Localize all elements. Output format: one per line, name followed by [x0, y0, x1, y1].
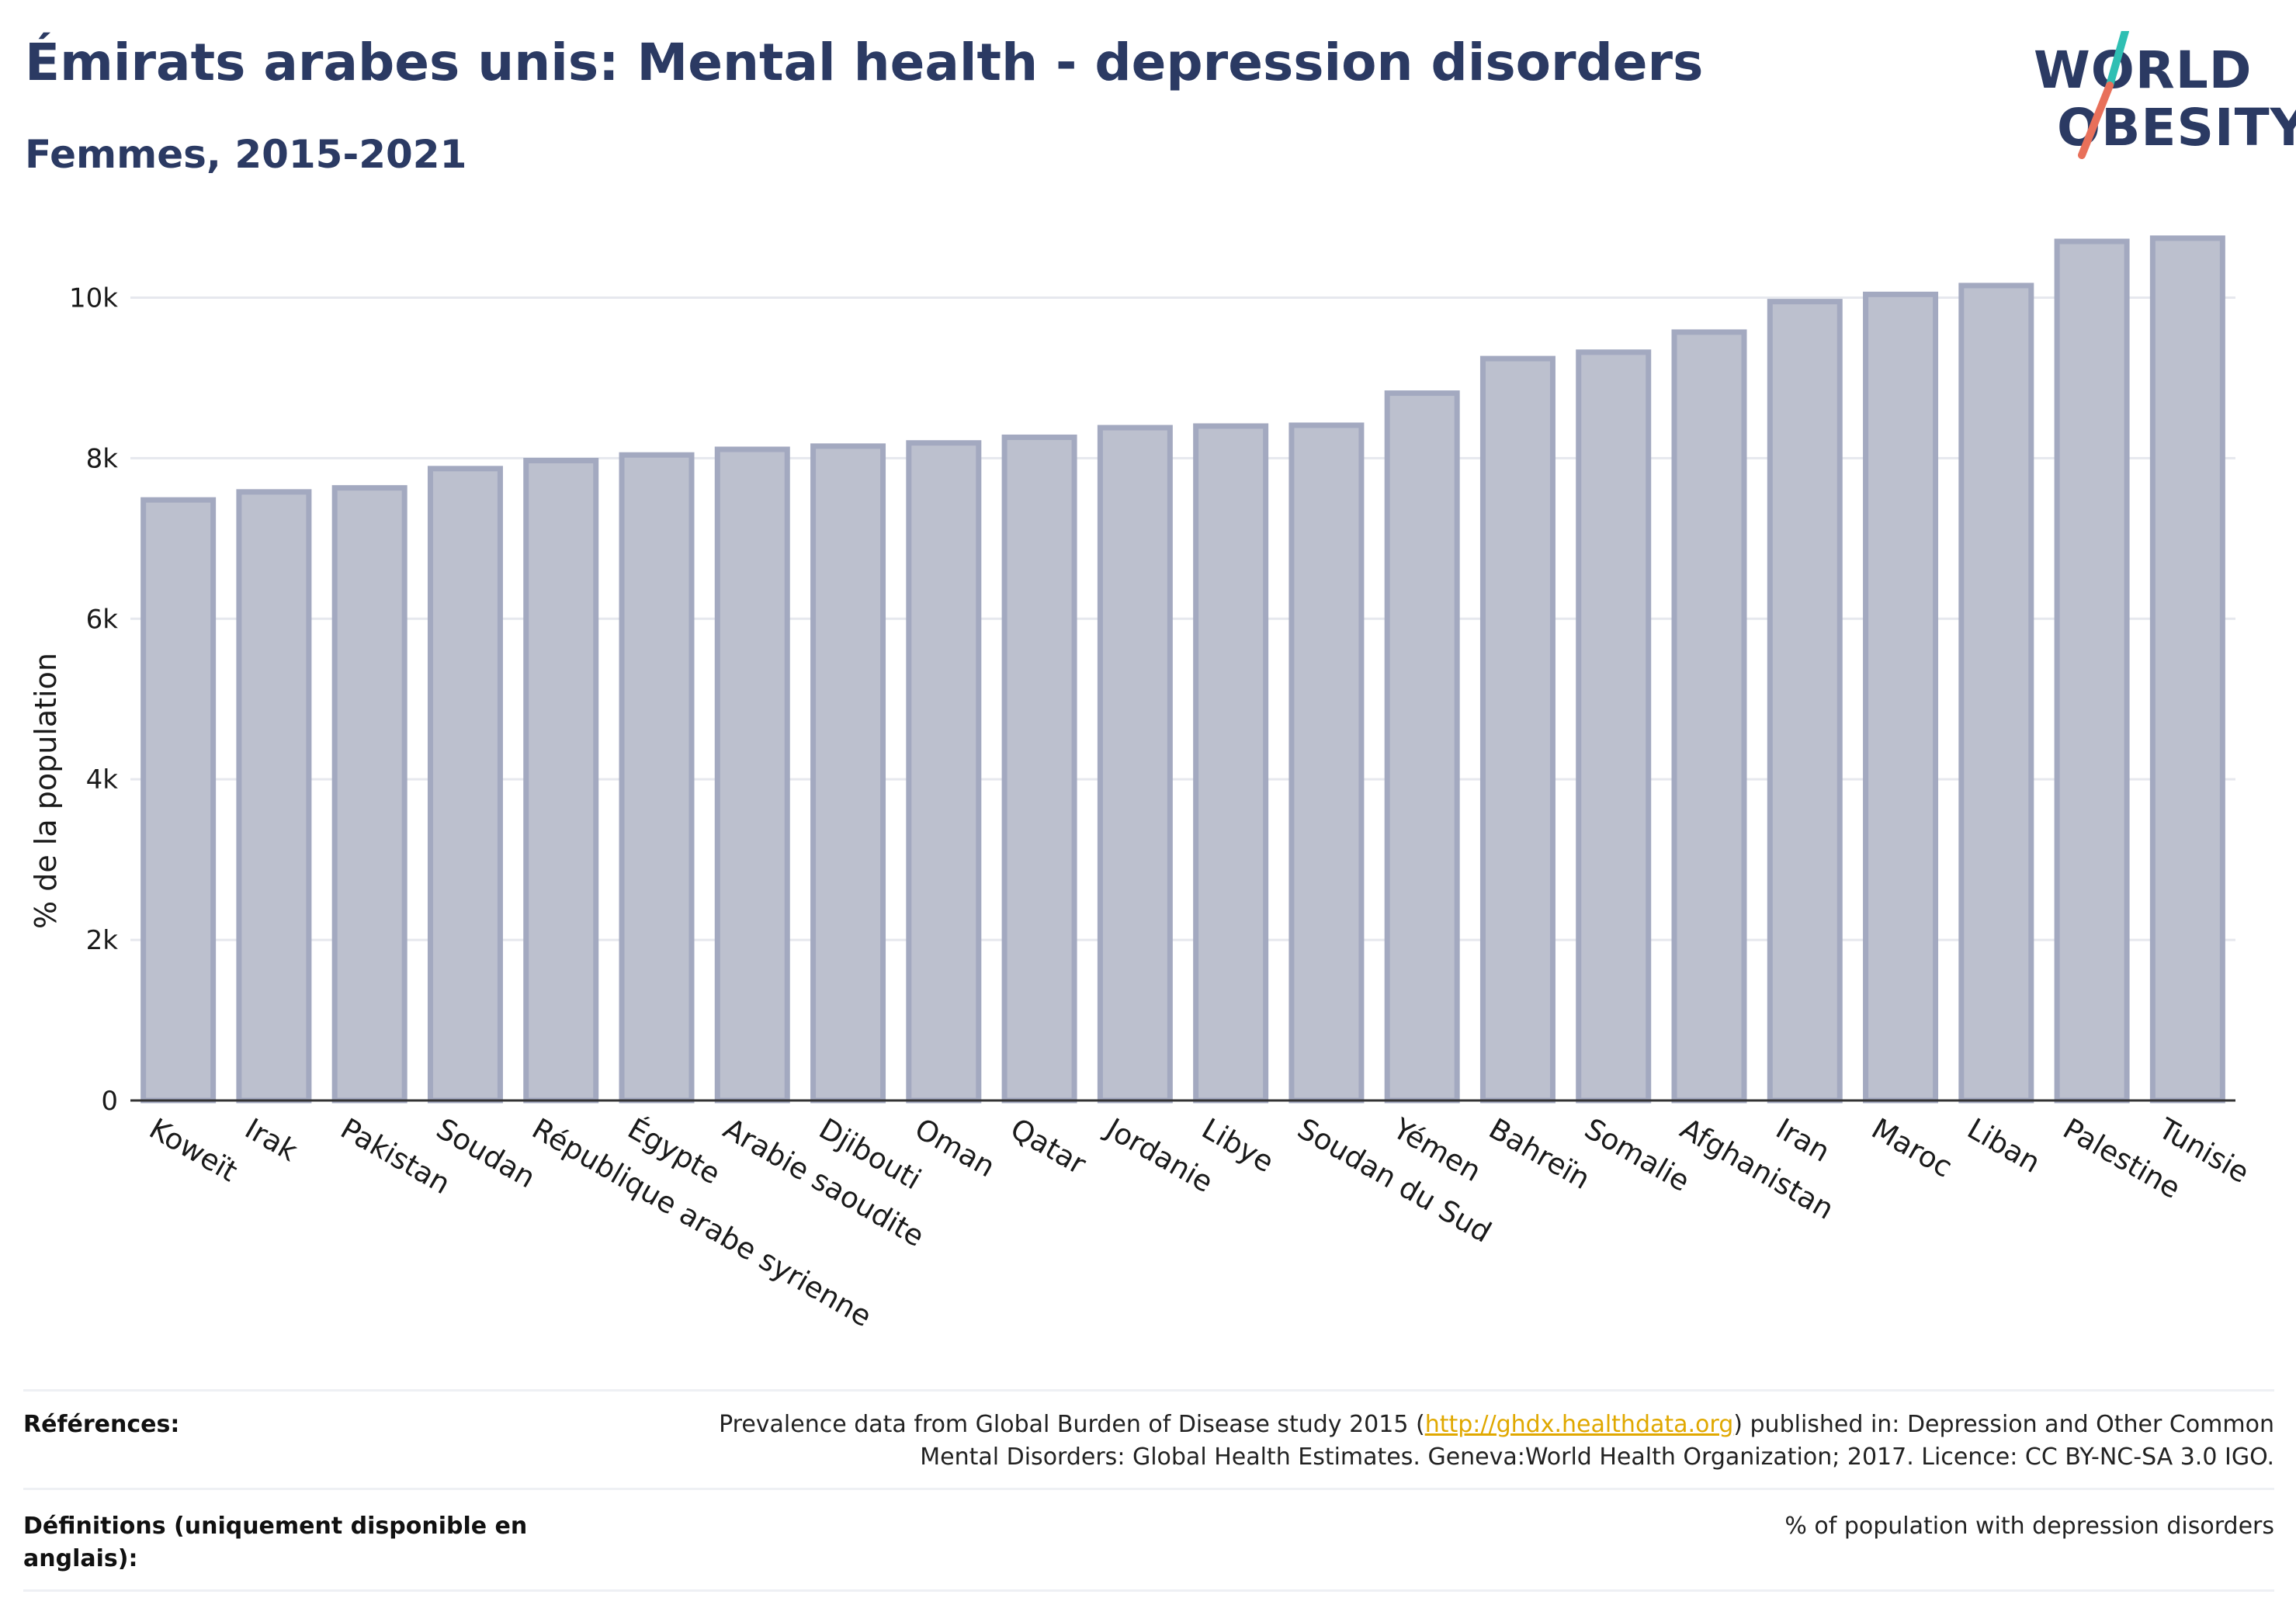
- bar: [906, 440, 982, 1104]
- bar: [1671, 329, 1747, 1104]
- bar: [140, 497, 217, 1104]
- bar: [1479, 355, 1556, 1104]
- chart-title: Émirats arabes unis: Mental health - dep…: [25, 33, 1704, 92]
- bar: [1958, 282, 2034, 1104]
- y-axis-label: % de la population: [29, 653, 63, 929]
- bar: [2054, 238, 2130, 1104]
- definitions-text: % of population with depression disorder…: [1784, 1513, 2274, 1540]
- x-tick-label: Somalie: [1579, 1112, 1695, 1198]
- y-tick-label: 6k: [86, 604, 119, 635]
- bar: [714, 446, 790, 1104]
- y-axis-ticks: 0 2k 4k 6k 8k 10k: [69, 282, 118, 1117]
- references-text-after: ) published in: Depression and Other Com…: [1733, 1411, 2274, 1438]
- y-tick-label: 8k: [86, 443, 119, 474]
- bar: [1193, 423, 1269, 1104]
- bar: [523, 457, 599, 1104]
- references-text: Prevalence data from Global Burden of Di…: [719, 1409, 2274, 1474]
- bar: [1576, 349, 1652, 1104]
- x-tick-label: Iran: [1771, 1112, 1836, 1169]
- definitions-label: Définitions (uniquement disponible en an…: [23, 1513, 528, 1572]
- x-tick-label: Pakistan: [335, 1112, 456, 1201]
- references-label: Références:: [23, 1411, 180, 1438]
- bar: [810, 443, 886, 1104]
- x-tick-label: Koweït: [144, 1112, 243, 1189]
- logo-slash-icon: [2078, 31, 2129, 159]
- definitions-row: Définitions (uniquement disponible en an…: [23, 1488, 2274, 1592]
- bar: [619, 452, 695, 1104]
- bar: [1288, 422, 1365, 1104]
- references-text-before: Prevalence data from Global Burden of Di…: [719, 1411, 1425, 1438]
- x-tick-label: Liban: [1961, 1112, 2046, 1180]
- bar: [1863, 291, 1939, 1104]
- y-tick-label: 4k: [86, 764, 119, 795]
- bar: [427, 466, 503, 1104]
- bars: [140, 235, 2225, 1104]
- logo-line-world: WORLD: [2034, 40, 2253, 100]
- bar: [1384, 390, 1460, 1104]
- world-obesity-logo: WORLD OBESITY: [2034, 31, 2296, 163]
- references-text-line2: Mental Disorders: Global Health Estimate…: [920, 1444, 2274, 1471]
- bar: [236, 489, 312, 1104]
- x-tick-label: Maroc: [1866, 1112, 1958, 1184]
- x-tick-label: Qatar: [1005, 1112, 1092, 1182]
- y-tick-label: 0: [101, 1086, 118, 1117]
- bar: [2149, 235, 2225, 1104]
- bar: [331, 485, 408, 1104]
- x-tick-label: Bahreïn: [1483, 1112, 1596, 1196]
- y-tick-label: 2k: [86, 925, 119, 956]
- bar: [1767, 299, 1843, 1104]
- chart-subtitle: Femmes, 2015-2021: [25, 132, 467, 177]
- references-link[interactable]: http://ghdx.healthdata.org: [1424, 1411, 1734, 1438]
- references-panel: Références: Prevalence data from Global …: [23, 1389, 2274, 1592]
- references-row: Références: Prevalence data from Global …: [23, 1389, 2274, 1488]
- y-tick-label: 10k: [69, 282, 118, 314]
- x-tick-label: Jordanie: [1099, 1111, 1219, 1200]
- bar: [1097, 425, 1173, 1104]
- bar: [1001, 434, 1077, 1104]
- x-tick-label: Irak: [239, 1112, 303, 1169]
